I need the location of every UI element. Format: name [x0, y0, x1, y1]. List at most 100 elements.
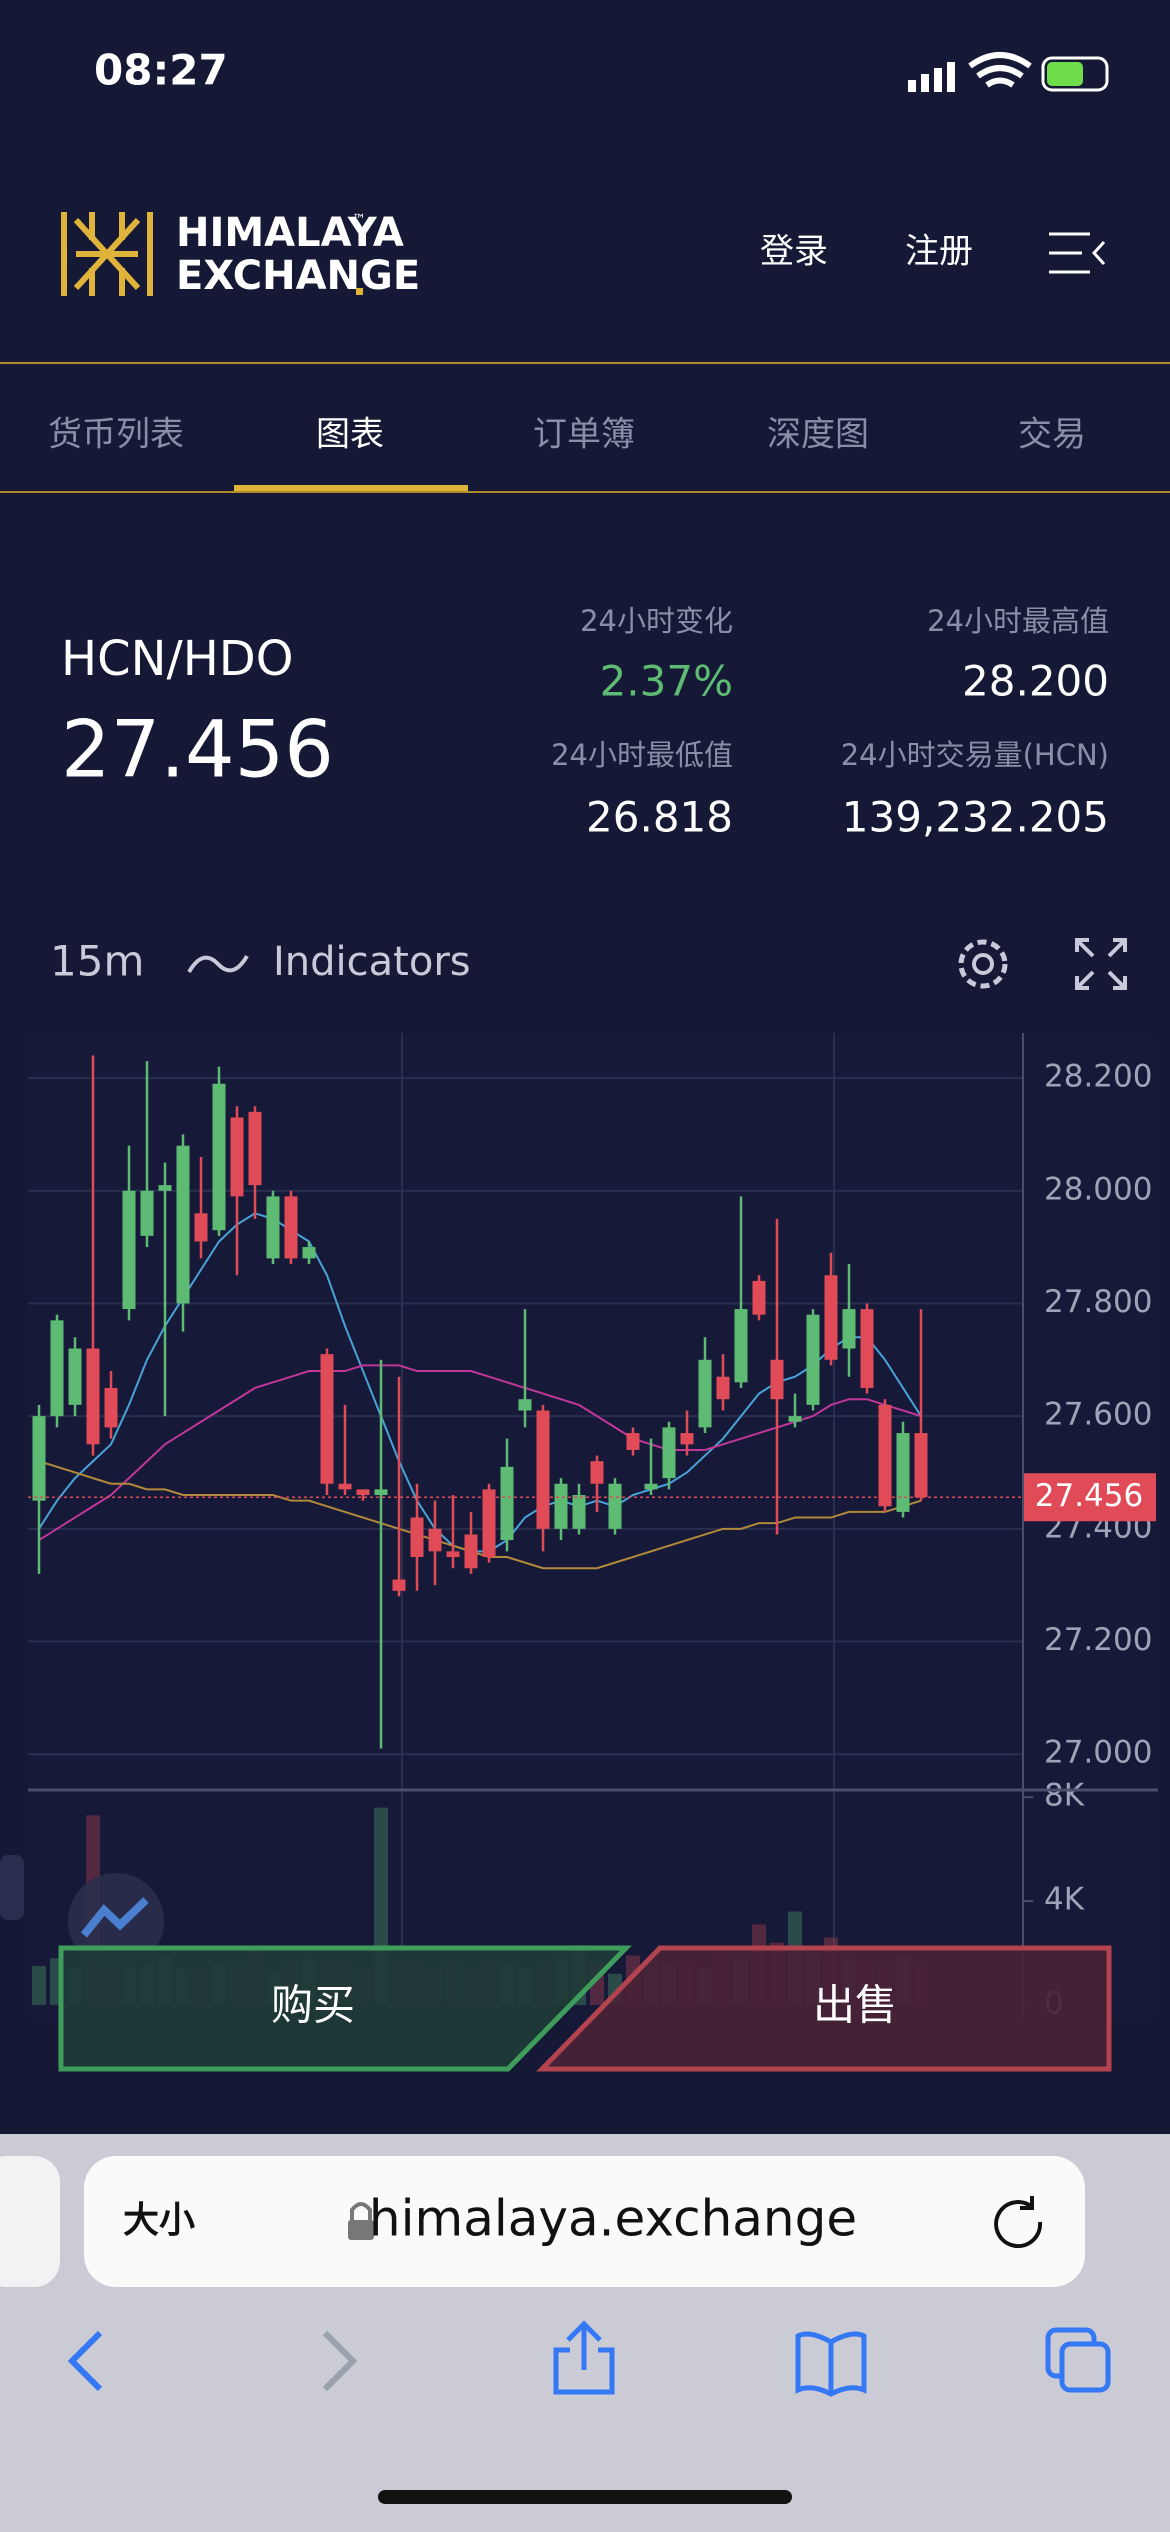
y-tick-label: 28.000	[1044, 1171, 1152, 1207]
y-tick-label: 28.200	[1044, 1059, 1152, 1095]
candle-body	[788, 1416, 802, 1422]
sell-button[interactable]	[536, 1945, 1112, 2072]
logo-text: HIMALAYA	[176, 210, 404, 256]
candle-body	[392, 1579, 406, 1591]
login-link[interactable]: 登录	[760, 232, 828, 272]
candle-body	[500, 1466, 514, 1541]
candle-body	[140, 1190, 154, 1236]
y-tick-label: 27.000	[1044, 1735, 1152, 1771]
candle-body	[734, 1309, 748, 1383]
candle-body	[716, 1376, 730, 1400]
candle-body	[212, 1083, 226, 1231]
url: himalaya.exchange	[369, 2190, 857, 2248]
signal-icon	[908, 62, 955, 92]
side-toggle[interactable]	[0, 1855, 24, 1920]
candle-body	[680, 1433, 694, 1445]
candle-body	[158, 1185, 172, 1191]
logo-mark	[61, 212, 153, 296]
tab[interactable]: 交易	[1018, 415, 1086, 455]
candle-body	[860, 1309, 874, 1388]
tab[interactable]: 订单簿	[533, 415, 635, 455]
logo-tm: ™	[352, 212, 366, 228]
candle-body	[626, 1433, 640, 1450]
stat-value: 26.818	[586, 793, 733, 842]
candle-body	[518, 1399, 532, 1411]
candle-body	[122, 1190, 136, 1310]
buy-label: 购买	[271, 1981, 355, 2030]
tabs-button[interactable]	[1045, 2327, 1111, 2393]
logo-dot	[356, 288, 363, 295]
prev-tab-card[interactable]	[0, 2156, 60, 2287]
candle-body	[482, 1489, 496, 1557]
battery-icon	[1041, 56, 1109, 92]
indicators-icon	[187, 954, 249, 974]
candle-body	[806, 1314, 820, 1405]
settings-button[interactable]	[958, 939, 1008, 989]
candle-body	[914, 1433, 928, 1498]
candle-body	[842, 1309, 856, 1349]
fullscreen-button[interactable]	[1075, 938, 1127, 990]
lock-shackle	[350, 2202, 372, 2220]
tab[interactable]: 图表	[316, 415, 384, 455]
candle-body	[248, 1111, 262, 1186]
candle-body	[410, 1517, 424, 1557]
tab[interactable]: 深度图	[767, 415, 869, 455]
back-button[interactable]	[67, 2330, 103, 2392]
candle-body	[608, 1483, 622, 1529]
interval-selector[interactable]: 15m	[50, 937, 144, 986]
status-time: 08:27	[94, 46, 228, 95]
stat-label: 24小时变化	[580, 604, 733, 638]
chart-area	[28, 1033, 1158, 2018]
floating-logo-icon	[80, 1897, 149, 1938]
menu-button[interactable]	[1049, 232, 1106, 274]
stat-label: 24小时交易量(HCN)	[841, 738, 1109, 772]
candle-body	[572, 1495, 586, 1529]
bookmarks-button[interactable]	[795, 2331, 867, 2397]
candle-body	[878, 1404, 892, 1507]
register-link[interactable]: 注册	[905, 232, 973, 272]
reload-button[interactable]	[994, 2196, 1043, 2248]
candle-body	[896, 1433, 910, 1512]
pair: HCN/HDO	[61, 631, 294, 687]
candle-body	[194, 1213, 208, 1242]
candle-body	[554, 1483, 568, 1529]
last-price-tag	[1023, 1473, 1156, 1522]
last-price: 27.456	[61, 705, 334, 795]
candle-body	[266, 1196, 280, 1259]
lock-icon	[348, 2220, 374, 2240]
y-tick-label: 27.200	[1044, 1622, 1152, 1658]
moving-average	[38, 1364, 922, 1541]
tab[interactable]: 货币列表	[48, 415, 184, 455]
candle-body	[698, 1359, 712, 1428]
sell-label: 出售	[813, 1981, 897, 2030]
candle-body	[86, 1348, 100, 1445]
candle-body	[752, 1280, 766, 1315]
candle-body	[284, 1196, 298, 1259]
candle-body	[464, 1534, 478, 1569]
wifi-icon	[968, 52, 1032, 88]
stat-value: 28.200	[962, 657, 1109, 706]
indicators-button[interactable]: Indicators	[273, 939, 471, 985]
text-size-button[interactable]: 大小	[123, 2200, 195, 2241]
volume-tick-label: 8K	[1044, 1778, 1085, 1814]
candle-body	[644, 1483, 658, 1490]
share-button[interactable]	[553, 2320, 615, 2395]
candle-body	[104, 1387, 118, 1428]
candle-body	[176, 1145, 190, 1304]
buy-button[interactable]	[58, 1945, 632, 2072]
candle-body	[428, 1528, 442, 1552]
candle-body	[320, 1354, 334, 1484]
candle-body	[338, 1483, 352, 1490]
candle-body	[770, 1359, 784, 1400]
candle-body	[50, 1320, 64, 1417]
address-bar[interactable]	[84, 2156, 1085, 2287]
active-tab-indicator	[234, 485, 468, 491]
last-price-label: 27.456	[1035, 1478, 1143, 1514]
candle-body	[824, 1275, 838, 1360]
candle-body	[356, 1489, 370, 1496]
candle-body	[662, 1427, 676, 1479]
stat-label: 24小时最高值	[927, 604, 1109, 638]
stat-label: 24小时最低值	[551, 738, 733, 772]
